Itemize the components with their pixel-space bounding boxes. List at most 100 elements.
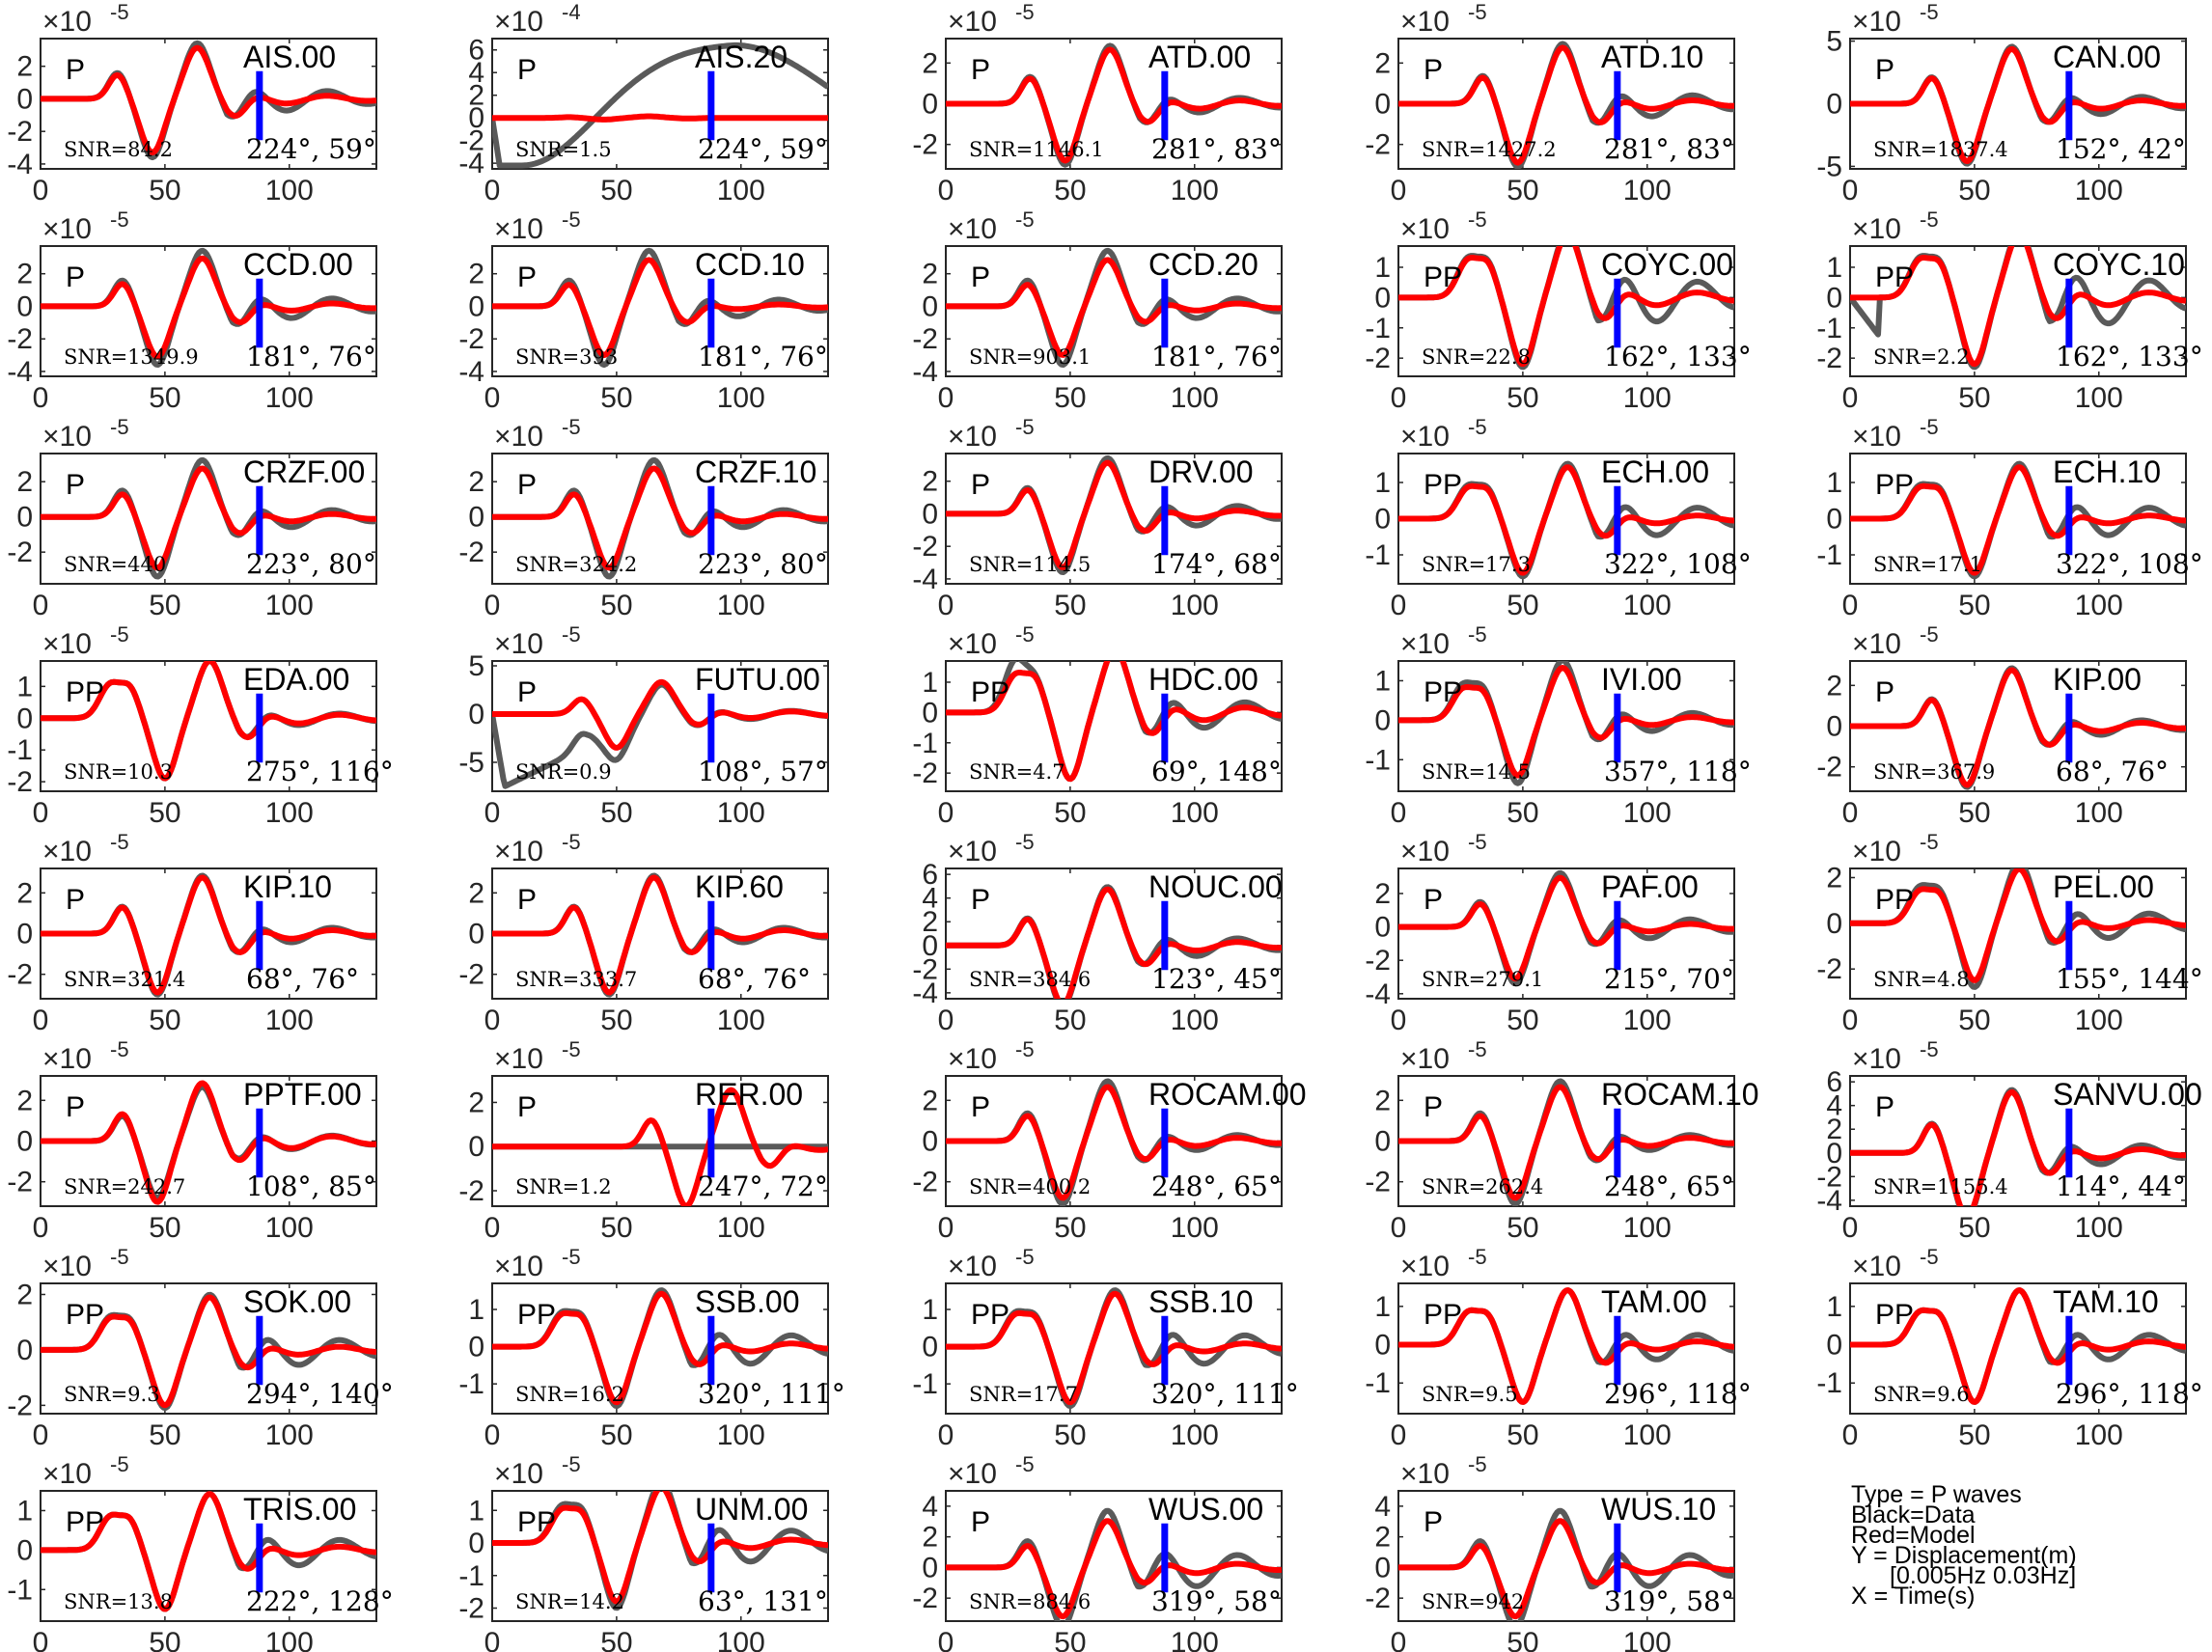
snr-label: SNR=9.3: [64, 1383, 160, 1406]
y-tick-label: -2: [1816, 752, 1842, 784]
model-trace: [492, 465, 828, 571]
y-tick-label: -2: [458, 1593, 484, 1625]
traces: [41, 456, 376, 580]
angles-label: 319°, 58°: [1151, 1585, 1282, 1617]
y-exponent-power: -5: [110, 207, 129, 232]
y-tick-label: -1: [1365, 1367, 1391, 1399]
model-trace: [1850, 1287, 2186, 1405]
station-label: KIP.00: [2053, 662, 2142, 697]
y-tick-label: 2: [1826, 670, 1842, 702]
y-tick-label: 0: [468, 290, 484, 322]
x-tick-label: 50: [149, 1419, 180, 1451]
x-tick-label: 50: [1507, 1005, 1538, 1036]
angles-label: 294°, 140°: [246, 1378, 394, 1410]
y-tick-label: 1: [922, 667, 938, 699]
phase-label: P: [66, 1091, 85, 1123]
snr-label: SNR=14.2: [515, 1590, 624, 1613]
x-tick-label: 0: [1842, 1419, 1859, 1451]
x-tick-label: 50: [149, 1212, 180, 1244]
legend-line: [0.005Hz 0.03Hz]: [1890, 1562, 2076, 1589]
station-label: SSB.10: [1148, 1284, 1254, 1319]
axes-box: [40, 1490, 377, 1622]
x-tick-label: 50: [600, 1627, 632, 1652]
snr-label: SNR=333.7: [515, 968, 637, 991]
station-label: AIS.00: [243, 40, 336, 74]
y-exponent-power: -5: [1468, 207, 1487, 232]
x-tick-label: 100: [717, 1212, 765, 1244]
x-tick-label: 0: [33, 797, 49, 829]
x-tick-label: 50: [1507, 1627, 1538, 1652]
y-tick-label: -2: [912, 129, 938, 161]
legend-line: Black=Data: [1851, 1501, 1976, 1528]
station-label: WUS.10: [1601, 1492, 1716, 1527]
x-tick-label: 50: [149, 175, 180, 206]
y-exponent: ×10: [494, 1251, 543, 1282]
angles-label: 114°, 44°: [2056, 1170, 2186, 1202]
y-tick-label: 0: [16, 1335, 33, 1366]
station-label: WUS.00: [1148, 1492, 1263, 1527]
y-exponent-power: -5: [110, 1037, 129, 1061]
snr-label: SNR=1146.1: [969, 138, 1104, 161]
y-tick-label: 2: [1374, 878, 1391, 910]
model-trace: [1850, 464, 2186, 576]
x-tick-label: 0: [33, 1627, 49, 1652]
y-tick-label: -2: [912, 323, 938, 355]
snr-label: SNR=393: [515, 345, 618, 369]
x-tick-label: 50: [1054, 1005, 1086, 1036]
snr-label: SNR=262.4: [1422, 1175, 1543, 1198]
y-tick-label: -2: [1365, 1583, 1391, 1614]
traces: [946, 42, 1282, 168]
traces: [1398, 246, 1734, 371]
y-exponent: ×10: [1400, 213, 1450, 245]
station-label: NOUC.00: [1148, 869, 1283, 904]
y-exponent: ×10: [1852, 1043, 1901, 1075]
y-tick-label: 1: [1826, 252, 1842, 284]
y-tick-label: 1: [16, 671, 33, 702]
traces: [1398, 1078, 1734, 1206]
x-tick-label: 50: [149, 590, 180, 621]
y-tick-label: -2: [458, 537, 484, 568]
snr-label: SNR=84.2: [64, 138, 173, 161]
phase-label: PP: [1424, 1299, 1462, 1331]
x-tick-label: 0: [1842, 382, 1859, 414]
y-tick-label: 0: [1374, 1552, 1391, 1583]
phase-label: P: [971, 469, 990, 501]
y-exponent-power: -5: [1920, 207, 1939, 232]
model-trace: [492, 113, 828, 123]
y-tick-label: 0: [1826, 1138, 1842, 1170]
snr-label: SNR=22.8: [1422, 345, 1531, 369]
y-exponent-power: -5: [1015, 1037, 1035, 1061]
y-exponent-power: -5: [562, 830, 581, 854]
snr-label: SNR=242.7: [64, 1175, 185, 1198]
x-tick-label: 100: [1623, 1005, 1672, 1036]
x-tick-label: 100: [265, 797, 314, 829]
y-tick-label: 2: [16, 1279, 33, 1310]
snr-label: SNR=942: [1422, 1590, 1524, 1613]
model-trace: [1850, 246, 2186, 368]
station-label: UNM.00: [695, 1492, 808, 1527]
y-tick-label: -2: [912, 757, 938, 789]
traces: [492, 1087, 828, 1206]
phase-label: PP: [1424, 469, 1462, 501]
y-exponent: ×10: [42, 836, 92, 867]
x-tick-label: 50: [149, 1627, 180, 1652]
snr-label: SNR=9.6: [1873, 1383, 1970, 1406]
phase-label: PP: [971, 676, 1009, 708]
y-tick-label: 2: [1374, 1522, 1391, 1554]
y-tick-label: 1: [1374, 252, 1391, 284]
x-tick-label: 100: [2075, 382, 2123, 414]
station-label: TAM.10: [2053, 1284, 2159, 1319]
traces: [1398, 1287, 1734, 1405]
station-label: SSB.00: [695, 1284, 800, 1319]
x-tick-label: 0: [484, 1212, 501, 1244]
y-tick-label: 0: [16, 1534, 33, 1566]
axes-box: [491, 245, 829, 377]
